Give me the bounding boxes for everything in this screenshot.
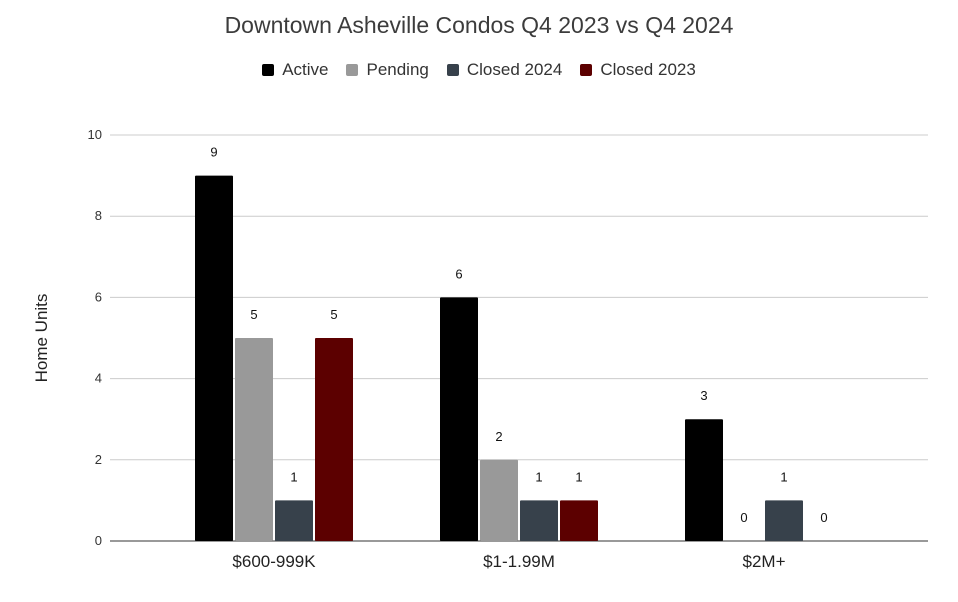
data-label-pending-0: 5 <box>250 307 257 322</box>
x-tick-label-0: $600-999K <box>232 552 316 571</box>
legend-item-pending[interactable]: Pending <box>346 60 429 80</box>
bar-active-0[interactable] <box>195 175 233 541</box>
data-label-closed-2024-0: 1 <box>290 469 297 484</box>
legend-label-pending: Pending <box>366 60 429 79</box>
y-tick-label-0: 0 <box>95 533 102 548</box>
y-tick-label-10: 10 <box>88 127 102 142</box>
bar-closed-2024-2[interactable] <box>765 500 803 541</box>
legend-swatch-pending <box>346 64 359 76</box>
y-tick-label-4: 4 <box>95 371 102 386</box>
legend-label-closed-2023: Closed 2023 <box>600 60 696 79</box>
bar-closed-2023-1[interactable] <box>560 500 598 541</box>
data-label-closed-2024-1: 1 <box>535 469 542 484</box>
data-label-closed-2023-0: 5 <box>330 307 337 322</box>
data-label-active-1: 6 <box>455 266 462 281</box>
x-tick-label-1: $1-1.99M <box>483 552 555 571</box>
legend-item-active[interactable]: Active <box>262 60 328 80</box>
bar-closed-2023-0[interactable] <box>315 338 353 541</box>
data-label-active-2: 3 <box>700 388 707 403</box>
bar-active-1[interactable] <box>440 297 478 541</box>
legend-label-active: Active <box>282 60 329 79</box>
legend: Active Pending Closed 2024 Closed 2023 <box>0 60 958 80</box>
legend-swatch-active <box>262 64 275 76</box>
legend-label-closed-2024: Closed 2024 <box>466 60 563 79</box>
bar-closed-2024-0[interactable] <box>275 500 313 541</box>
data-label-closed-2023-2: 0 <box>820 510 827 525</box>
data-label-pending-2: 0 <box>740 510 747 525</box>
legend-item-closed-2023[interactable]: Closed 2023 <box>580 60 696 80</box>
y-tick-label-8: 8 <box>95 208 102 223</box>
bar-active-2[interactable] <box>685 419 723 541</box>
bar-closed-2024-1[interactable] <box>520 500 558 541</box>
legend-swatch-closed-2023 <box>580 64 593 76</box>
chart-title: Downtown Asheville Condos Q4 2023 vs Q4 … <box>224 12 734 38</box>
data-label-closed-2023-1: 1 <box>575 469 582 484</box>
y-tick-label-6: 6 <box>95 289 102 304</box>
data-label-active-0: 9 <box>210 145 217 160</box>
bar-pending-1[interactable] <box>480 459 518 541</box>
x-tick-label-2: $2M+ <box>743 552 786 571</box>
data-label-closed-2024-2: 1 <box>780 469 787 484</box>
y-tick-label-2: 2 <box>95 452 102 467</box>
bar-pending-0[interactable] <box>235 338 273 541</box>
data-label-pending-1: 2 <box>495 429 502 444</box>
y-axis-title: Home Units <box>32 294 51 383</box>
legend-swatch-closed-2024 <box>446 64 459 76</box>
legend-item-closed-2024[interactable]: Closed 2024 <box>446 60 563 80</box>
